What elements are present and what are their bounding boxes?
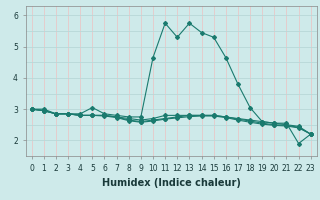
X-axis label: Humidex (Indice chaleur): Humidex (Indice chaleur): [102, 178, 241, 188]
